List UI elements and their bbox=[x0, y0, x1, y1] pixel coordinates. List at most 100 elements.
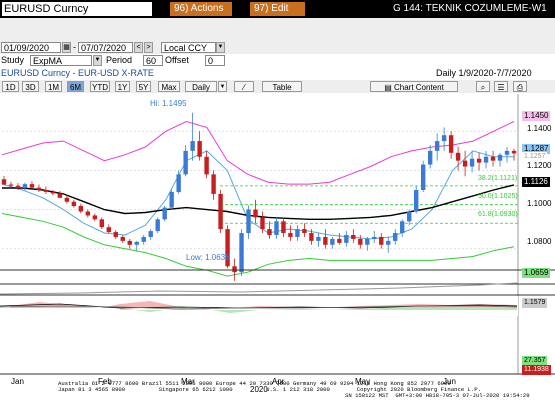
candle-up bbox=[239, 233, 244, 273]
study-field[interactable]: ExpMA bbox=[30, 55, 92, 66]
chevron-down-icon[interactable]: ▼ bbox=[216, 42, 225, 53]
panel2-tag: 1.1579 bbox=[522, 298, 548, 308]
candle-up bbox=[413, 190, 419, 212]
end-date-field[interactable]: 07/07/2020 bbox=[78, 42, 133, 53]
candle-up bbox=[183, 150, 188, 175]
y-tick-label: 1.1200 bbox=[527, 161, 552, 170]
period-field[interactable]: 60 bbox=[143, 55, 163, 66]
period-label: Period bbox=[106, 55, 133, 65]
tab-1m[interactable]: 1M bbox=[45, 81, 62, 92]
year-label: 2020 bbox=[250, 385, 268, 394]
panel3-tag-green: 27.357 bbox=[522, 356, 548, 366]
prev-arrow-icon[interactable]: < bbox=[134, 42, 143, 53]
candle-up bbox=[441, 135, 447, 142]
candle-up bbox=[246, 209, 251, 234]
line-style-icon[interactable]: ⁄ bbox=[234, 81, 254, 92]
chart-background bbox=[0, 94, 555, 400]
oscillator-green-area bbox=[120, 307, 517, 313]
candle-down bbox=[113, 232, 118, 237]
volume-line bbox=[0, 282, 518, 295]
oscillator-line bbox=[0, 303, 518, 309]
candle-up bbox=[316, 236, 321, 241]
tab-3d[interactable]: 3D bbox=[22, 81, 39, 92]
chart-content-icon: ▤ bbox=[384, 83, 394, 92]
candle-down bbox=[379, 236, 384, 245]
candle-down bbox=[127, 240, 132, 245]
top-toolbar: EURUSD Curncy 96) Actions 97) Edit G 144… bbox=[0, 0, 555, 18]
lower-band-line bbox=[1, 213, 515, 277]
candle-up bbox=[469, 158, 475, 167]
candle-up bbox=[372, 236, 377, 239]
candle-down bbox=[358, 238, 363, 245]
actions-button[interactable]: 96) Actions bbox=[170, 2, 232, 16]
offset-field[interactable]: 0 bbox=[205, 55, 225, 66]
candle-down bbox=[211, 174, 216, 194]
ticker-field[interactable]: EURUSD Curncy bbox=[2, 2, 152, 16]
month-label: Feb bbox=[98, 377, 112, 386]
candle-down bbox=[490, 156, 496, 161]
candle-up bbox=[400, 221, 405, 234]
candle-down bbox=[253, 209, 258, 218]
candle-down bbox=[8, 184, 14, 186]
candle-down bbox=[351, 235, 356, 239]
next-arrow-icon[interactable]: > bbox=[144, 42, 153, 53]
candle-down bbox=[197, 141, 202, 157]
month-label: Mar bbox=[181, 377, 195, 386]
fib-50-label: 50.0(1.1025) bbox=[478, 193, 518, 200]
candle-down bbox=[85, 211, 91, 216]
calendar-icon[interactable]: ▦ bbox=[62, 42, 71, 53]
lower-band-tag: 1.0659 bbox=[522, 268, 551, 278]
candle-down bbox=[57, 193, 63, 198]
date-separator: - bbox=[73, 42, 76, 52]
candle-up bbox=[148, 231, 153, 237]
month-label: Jun bbox=[443, 377, 456, 386]
candle-up bbox=[162, 207, 167, 220]
candle-down bbox=[218, 193, 223, 230]
tab-1d[interactable]: 1D bbox=[2, 81, 19, 92]
candle-down bbox=[36, 187, 42, 190]
candle-down bbox=[455, 152, 461, 161]
tab-6m[interactable]: 6M bbox=[67, 81, 84, 92]
candle-down bbox=[120, 236, 125, 241]
y-tick-label: 1.0800 bbox=[527, 237, 552, 246]
tab-ytd[interactable]: YTD bbox=[90, 81, 110, 92]
candle-down bbox=[92, 215, 98, 220]
candle-down bbox=[309, 233, 314, 241]
study-dropdown-icon[interactable]: ▼ bbox=[93, 55, 102, 66]
oscillator-signal-line bbox=[0, 305, 518, 310]
tab-5y[interactable]: 5Y bbox=[136, 81, 151, 92]
offset-label: Offset bbox=[165, 55, 189, 65]
tab-1y[interactable]: 1Y bbox=[115, 81, 130, 92]
last-price-tag: 1.1287 bbox=[522, 144, 551, 154]
y-tick-label: 1.1400 bbox=[527, 124, 552, 133]
candle-down bbox=[260, 217, 265, 230]
candle-up bbox=[169, 191, 174, 208]
candle-down bbox=[43, 190, 49, 192]
currency-select[interactable]: Local CCY bbox=[161, 42, 216, 53]
start-date-field[interactable]: 01/09/2020 bbox=[1, 42, 61, 53]
candle-down bbox=[225, 229, 230, 267]
print-icon[interactable]: ⎙ bbox=[513, 81, 527, 92]
edit-button[interactable]: 97) Edit bbox=[250, 2, 305, 16]
settings-icon[interactable]: ☰ bbox=[494, 81, 508, 92]
table-button[interactable]: Table bbox=[262, 81, 302, 92]
candle-down bbox=[99, 219, 105, 228]
security-strip bbox=[0, 67, 555, 79]
candle-down bbox=[448, 135, 454, 153]
candle-up bbox=[365, 238, 370, 245]
tab-max[interactable]: Max bbox=[158, 81, 180, 92]
candle-up bbox=[393, 233, 398, 241]
fib-618-label: 61.8(1.0930) bbox=[478, 211, 518, 218]
candle-down bbox=[50, 191, 56, 194]
chart-content-label: Chart Content bbox=[393, 83, 444, 92]
footer-line-3: SN 158122 MST GMT+3:00 H818-705-3 07-Jul… bbox=[345, 392, 530, 399]
chart-content-button[interactable]: ▤ Chart Content bbox=[370, 81, 458, 92]
candle-up bbox=[420, 164, 426, 190]
candle-up bbox=[497, 154, 503, 161]
candle-up bbox=[504, 150, 510, 155]
candle-up bbox=[176, 174, 181, 192]
price-chart[interactable] bbox=[0, 94, 555, 400]
zoom-icon[interactable]: ⌕ bbox=[476, 81, 490, 92]
frequency-select[interactable]: Daily bbox=[185, 81, 217, 92]
frequency-dropdown-icon[interactable]: ▼ bbox=[218, 81, 227, 92]
